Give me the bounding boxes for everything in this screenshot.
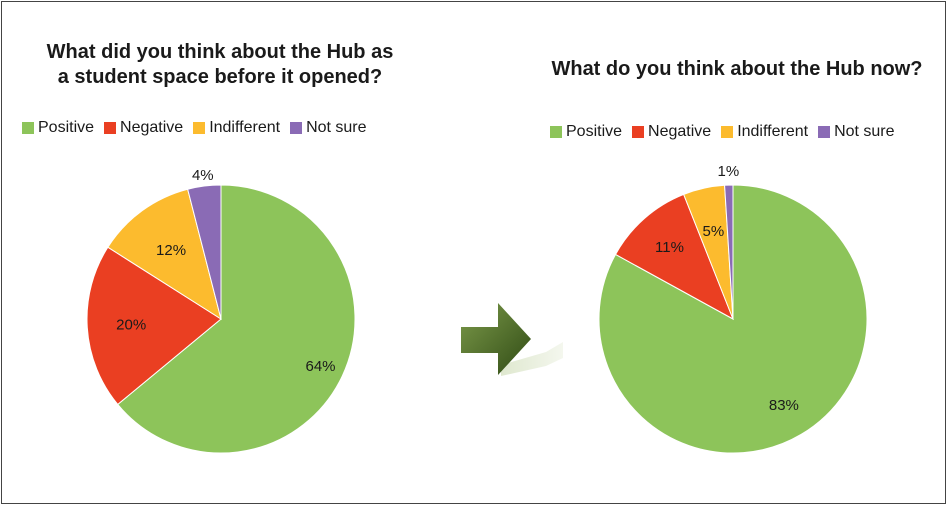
left-legend-item-indifferent: Indifferent	[193, 118, 280, 138]
right-legend-label: Negative	[648, 123, 712, 140]
left-slice-indifferent	[107, 188, 222, 321]
right-legend-label: Indifferent	[737, 123, 809, 140]
right-pie-chart: 83% 11% 5% 1%	[598, 163, 868, 454]
left-chart-title-line-2: a student space before it opened?	[57, 66, 383, 88]
right-legend-swatch	[721, 126, 734, 138]
left-slice-negative	[86, 246, 222, 406]
right-slice-negative	[614, 193, 734, 321]
left-legend-item-negative: Negative	[104, 118, 183, 138]
left-legend-item-positive: Positive	[22, 118, 94, 138]
right-legend-item-indifferent: Indifferent	[721, 122, 808, 142]
right-data-label-indifferent: 5%	[703, 223, 725, 240]
left-data-label-positive: 64%	[306, 358, 336, 375]
left-legend-label: Positive	[38, 119, 95, 136]
right-legend-item-not-sure: Not sure	[818, 122, 895, 142]
right-legend-swatch	[632, 126, 645, 138]
left-legend-swatch	[104, 122, 117, 134]
right-data-label-negative: 11%	[655, 239, 684, 256]
right-data-label-positive: 83%	[769, 397, 799, 414]
left-slice-positive	[117, 184, 356, 454]
left-data-label-negative: 20%	[116, 317, 146, 334]
left-legend-item-not-sure: Not sure	[290, 118, 367, 138]
right-chart-title: What do you think about the Hub now?	[551, 58, 923, 80]
left-legend: Positive Negative Indifferent Not sure	[22, 118, 367, 138]
left-slice-not-sure	[187, 184, 222, 320]
right-legend-item-positive: Positive	[550, 122, 622, 142]
left-legend-swatch	[290, 122, 303, 134]
right-legend-item-negative: Negative	[632, 122, 711, 142]
right-data-label-not-sure: 1%	[718, 163, 740, 180]
right-legend-label: Not sure	[834, 123, 895, 140]
left-legend-swatch	[193, 122, 206, 134]
left-legend-label: Indifferent	[209, 119, 281, 136]
left-legend-label: Not sure	[306, 119, 367, 136]
left-legend-label: Negative	[120, 119, 184, 136]
left-chart-title: What did you think about the Hub as a st…	[20, 40, 420, 90]
right-slice-not-sure	[724, 184, 734, 320]
left-chart-title-line-1: What did you think about the Hub as	[46, 41, 394, 63]
right-legend-swatch	[550, 126, 562, 138]
left-data-label-not-sure: 4%	[192, 167, 214, 184]
left-data-label-indifferent: 12%	[156, 242, 186, 259]
left-pie-chart: 64% 20% 12% 4%	[86, 167, 356, 454]
right-legend-label: Positive	[566, 123, 623, 140]
right-arrow-icon	[461, 303, 563, 376]
left-legend-swatch	[22, 122, 34, 134]
right-legend: Positive Negative Indifferent Not sure	[550, 122, 895, 142]
right-legend-swatch	[818, 126, 831, 138]
